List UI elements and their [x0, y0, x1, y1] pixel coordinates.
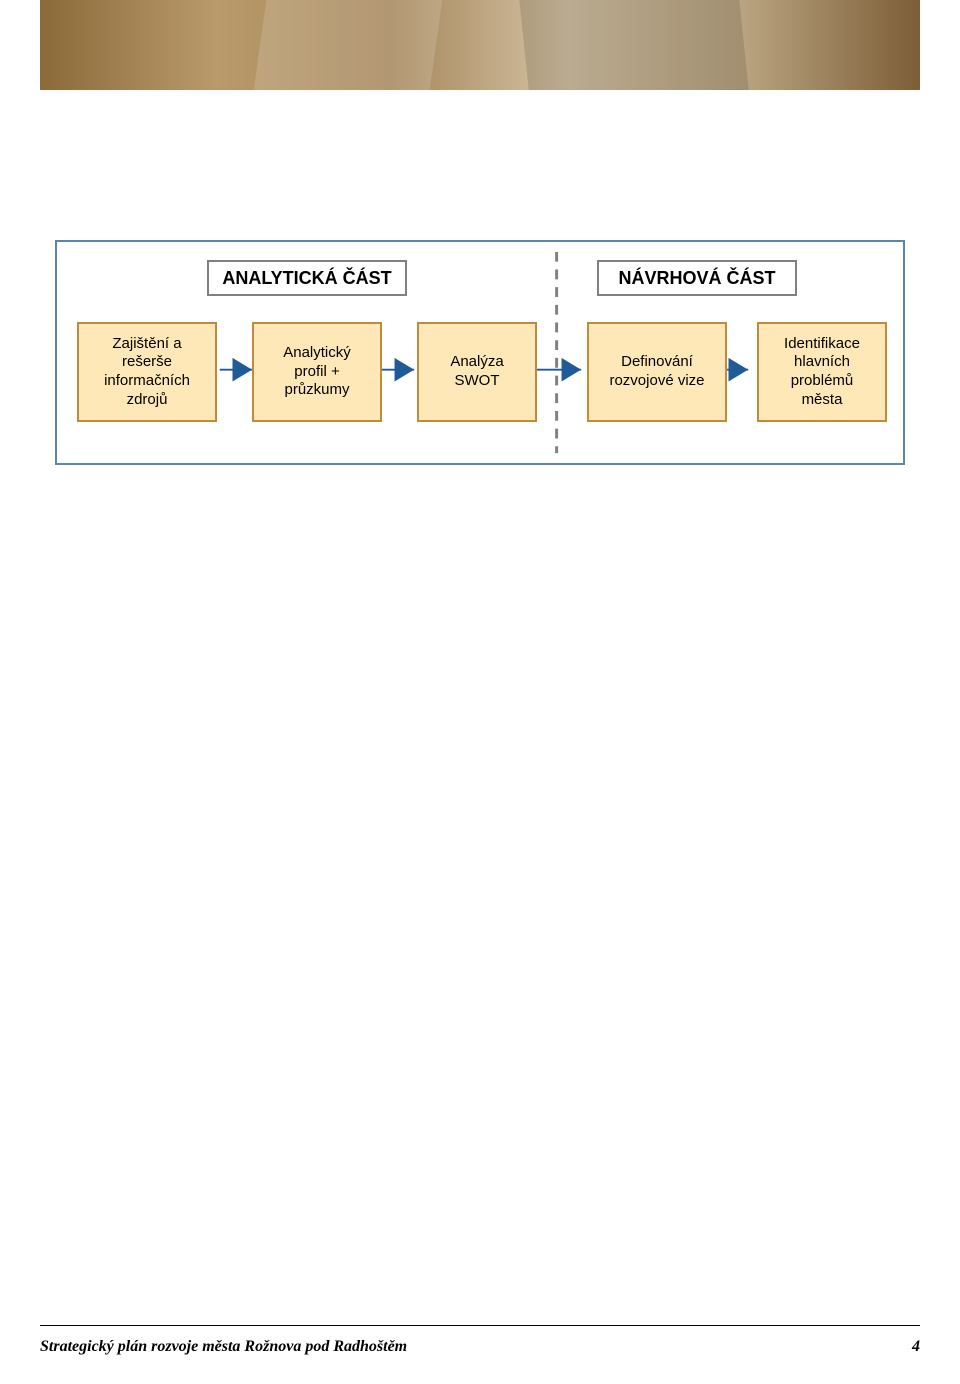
diagram-canvas: ANALYTICKÁ ČÁST NÁVRHOVÁ ČÁST Zajištění a … — [57, 242, 903, 463]
node-zajisteni: Zajištění a rešerše informačních zdrojů — [77, 322, 217, 422]
header-proposal: NÁVRHOVÁ ČÁST — [597, 260, 797, 296]
page-number: 4 — [912, 1338, 920, 1356]
footer-title: Strategický plán rozvoje města Rožnova p… — [40, 1338, 407, 1356]
node-analyticky: Analytický profil + průzkumy — [252, 322, 382, 422]
diagram-frame: ANALYTICKÁ ČÁST NÁVRHOVÁ ČÁST Zajištění a … — [55, 240, 905, 465]
footer: Strategický plán rozvoje města Rožnova p… — [40, 1338, 920, 1356]
node-swot: Analýza SWOT — [417, 322, 537, 422]
header-banner — [40, 0, 920, 90]
footer-divider — [40, 1325, 920, 1326]
node-identifikace: Identifikace hlavních problémů města — [757, 322, 887, 422]
header-analytical: ANALYTICKÁ ČÁST — [207, 260, 407, 296]
node-definovani: Definování rozvojové vize — [587, 322, 727, 422]
